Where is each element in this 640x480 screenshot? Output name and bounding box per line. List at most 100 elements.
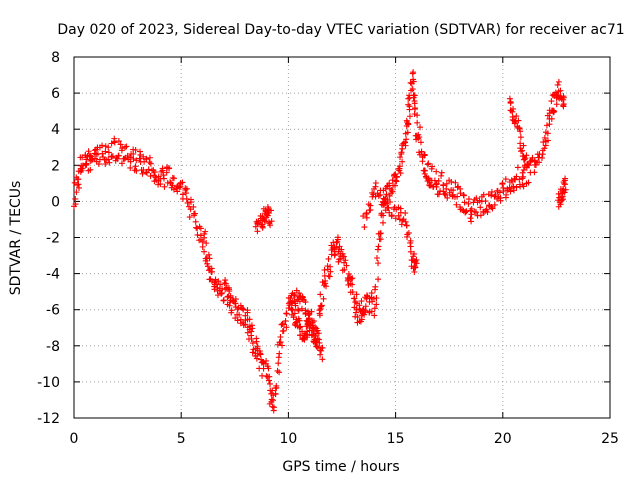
data-point — [88, 157, 95, 164]
data-point — [560, 96, 567, 103]
data-point — [517, 128, 524, 135]
data-point — [441, 190, 448, 197]
data-point — [257, 350, 264, 357]
data-point — [510, 187, 517, 194]
data-point — [327, 263, 334, 270]
data-point — [412, 264, 419, 271]
data-point — [544, 130, 551, 137]
data-point — [336, 243, 343, 250]
data-point — [91, 155, 98, 162]
data-point — [160, 172, 167, 179]
data-point — [187, 196, 194, 203]
data-point — [333, 239, 340, 246]
data-point — [399, 158, 406, 165]
data-point — [560, 185, 567, 192]
data-point — [403, 117, 410, 124]
x-tick-label: 0 — [70, 431, 79, 447]
data-point — [86, 153, 93, 160]
data-point — [143, 156, 150, 163]
data-point — [305, 316, 312, 323]
data-point — [314, 327, 321, 334]
data-point — [402, 210, 409, 217]
data-point — [296, 317, 303, 324]
data-point — [531, 169, 538, 176]
data-point — [349, 289, 356, 296]
data-point — [542, 142, 549, 149]
data-point — [546, 121, 553, 128]
data-point — [244, 329, 251, 336]
data-point — [106, 159, 113, 166]
data-point — [342, 257, 349, 264]
data-point — [368, 308, 375, 315]
data-point — [139, 170, 146, 177]
data-point — [79, 162, 86, 169]
data-point — [496, 189, 503, 196]
data-point — [377, 230, 384, 237]
data-point — [183, 190, 190, 197]
data-point — [407, 237, 414, 244]
data-point — [398, 221, 405, 228]
data-point — [372, 180, 379, 187]
data-point — [520, 173, 527, 180]
data-point — [425, 176, 432, 183]
data-point — [115, 152, 122, 159]
y-tick-label: 6 — [51, 86, 60, 102]
data-point — [467, 215, 474, 222]
data-point — [358, 316, 365, 323]
data-point — [380, 219, 387, 226]
y-tick-label: 8 — [51, 50, 60, 66]
data-point — [560, 103, 567, 110]
data-point — [419, 158, 426, 165]
data-point — [435, 191, 442, 198]
data-point — [516, 176, 523, 183]
data-point — [296, 324, 303, 331]
data-point — [404, 233, 411, 240]
data-point — [426, 182, 433, 189]
data-point — [433, 181, 440, 188]
data-point — [259, 223, 266, 230]
data-point — [360, 213, 367, 220]
data-point — [497, 195, 504, 202]
data-point — [362, 303, 369, 310]
data-point — [316, 310, 323, 317]
data-point — [244, 309, 251, 316]
data-point — [405, 229, 412, 236]
data-point — [404, 120, 411, 127]
data-point — [279, 342, 286, 349]
data-point — [403, 222, 410, 229]
data-point — [147, 173, 154, 180]
data-point — [308, 308, 315, 315]
data-point — [158, 168, 165, 175]
data-point — [319, 356, 326, 363]
y-tick-label: 4 — [51, 122, 60, 138]
data-point — [105, 149, 112, 156]
data-point — [246, 326, 253, 333]
data-point — [220, 297, 227, 304]
data-point — [343, 262, 350, 269]
data-point — [259, 358, 266, 365]
data-point — [526, 162, 533, 169]
data-point — [482, 198, 489, 205]
data-point — [502, 176, 509, 183]
data-point — [406, 103, 413, 110]
data-point — [405, 95, 412, 102]
data-point — [361, 311, 368, 318]
data-point — [292, 291, 299, 298]
data-point — [203, 240, 210, 247]
x-tick-label: 5 — [177, 431, 186, 447]
data-point — [338, 246, 345, 253]
data-point — [83, 156, 90, 163]
data-point — [163, 169, 170, 176]
data-point — [320, 295, 327, 302]
data-point — [95, 161, 102, 168]
data-point — [562, 175, 569, 182]
data-point — [310, 325, 317, 332]
data-point — [520, 166, 527, 173]
data-point — [334, 236, 341, 243]
data-point — [412, 105, 419, 112]
data-point — [191, 212, 198, 219]
data-point — [325, 272, 332, 279]
data-point — [550, 107, 557, 114]
data-point — [389, 188, 396, 195]
data-point — [380, 195, 387, 202]
